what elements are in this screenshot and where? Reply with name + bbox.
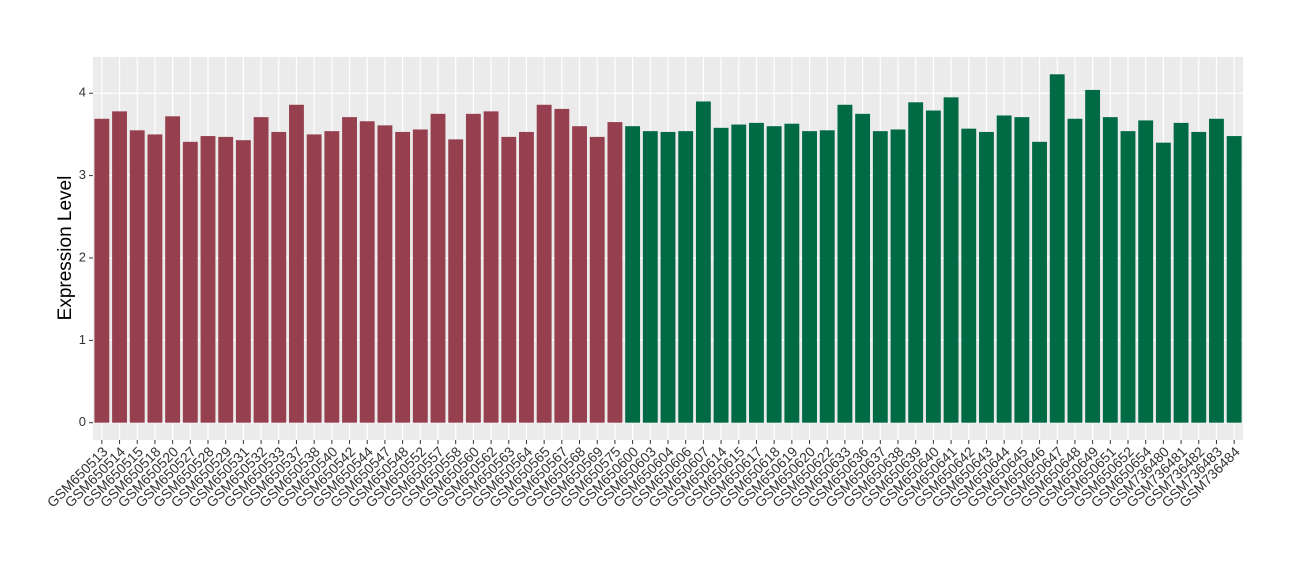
bar (271, 131, 287, 423)
bar (395, 131, 411, 423)
bar (253, 117, 269, 423)
bar (235, 140, 251, 423)
bar (589, 136, 605, 423)
y-tick-label: 4 (79, 85, 86, 100)
bar (1155, 142, 1171, 423)
bar (572, 126, 587, 423)
bar (289, 104, 304, 423)
y-tick-label: 1 (79, 332, 86, 347)
bar (147, 134, 163, 423)
bar (1173, 122, 1189, 423)
bar (448, 139, 464, 423)
bar (306, 134, 322, 423)
bar (642, 131, 658, 423)
bar (1102, 117, 1118, 423)
bar (377, 125, 393, 423)
bar (465, 113, 481, 423)
bar (501, 136, 517, 423)
bar (218, 136, 234, 423)
bar (713, 127, 729, 423)
bar (430, 113, 446, 423)
bar (855, 113, 871, 423)
bar (802, 131, 817, 423)
bar (94, 118, 110, 423)
bar (890, 129, 906, 423)
bar (607, 122, 623, 423)
bar (908, 102, 924, 423)
bar (182, 141, 198, 423)
bar (996, 115, 1012, 423)
bar (943, 97, 959, 423)
bar (519, 131, 534, 423)
bar (925, 110, 941, 423)
bar (1032, 141, 1047, 423)
bar (1191, 131, 1207, 423)
bar (695, 101, 711, 423)
bar (359, 121, 375, 423)
bar (961, 128, 977, 423)
bar (837, 104, 853, 423)
bar (536, 104, 552, 423)
bar (1226, 136, 1242, 423)
bar (1138, 120, 1154, 423)
bar (1049, 74, 1065, 423)
bar (554, 108, 570, 423)
bar (200, 136, 216, 423)
bar (625, 126, 641, 423)
bar (749, 122, 764, 423)
bar (678, 131, 694, 423)
bar (766, 126, 782, 423)
y-tick-label: 0 (79, 414, 86, 429)
bar (342, 117, 357, 423)
bar (819, 130, 835, 423)
bar (412, 129, 428, 423)
bar (660, 131, 676, 423)
bar (112, 111, 127, 423)
y-tick-label: 2 (79, 249, 86, 264)
bar (1120, 131, 1136, 423)
bar (129, 130, 145, 423)
bar (1209, 118, 1224, 423)
bar (872, 131, 888, 423)
y-tick-label: 3 (79, 167, 86, 182)
bar (1067, 118, 1083, 423)
bar (1014, 117, 1030, 423)
bar (483, 111, 499, 423)
bar (979, 131, 994, 423)
bar (1085, 89, 1101, 423)
bar (784, 123, 800, 423)
bar (324, 131, 340, 423)
y-axis-title: Expression Level (55, 176, 76, 321)
bar (165, 116, 181, 423)
bar (731, 124, 747, 423)
